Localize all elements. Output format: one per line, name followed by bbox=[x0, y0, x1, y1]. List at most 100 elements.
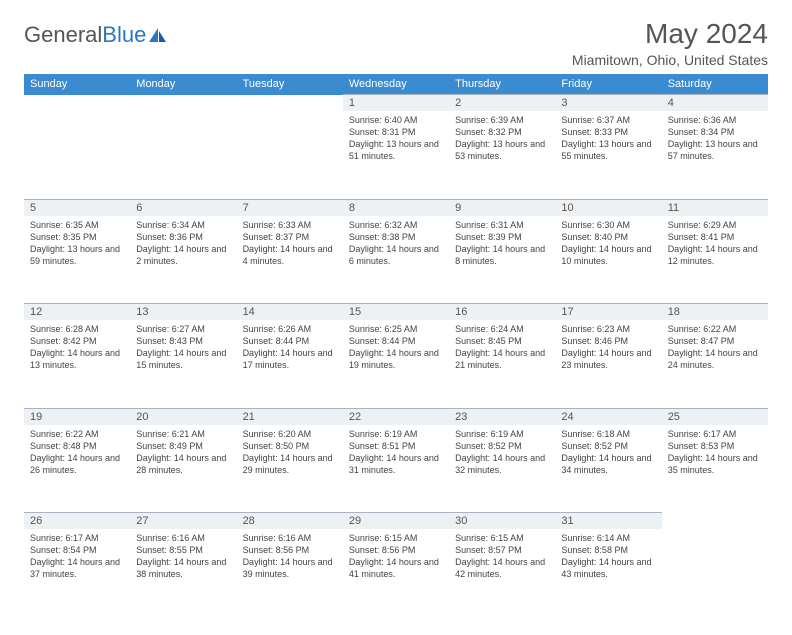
day-line: Sunrise: 6:23 AM bbox=[561, 323, 655, 335]
day-body: Sunrise: 6:23 AMSunset: 8:46 PMDaylight:… bbox=[555, 320, 661, 376]
day-cell: Sunrise: 6:32 AMSunset: 8:38 PMDaylight:… bbox=[343, 216, 449, 304]
day-body bbox=[237, 111, 343, 118]
day-line: Sunset: 8:41 PM bbox=[668, 231, 762, 243]
day-number-cell: 9 bbox=[449, 199, 555, 216]
day-number-cell: 5 bbox=[24, 199, 130, 216]
day-body: Sunrise: 6:22 AMSunset: 8:48 PMDaylight:… bbox=[24, 425, 130, 481]
logo-text-1: General bbox=[24, 22, 102, 48]
day-line: Sunset: 8:54 PM bbox=[30, 544, 124, 556]
daynum-row: 567891011 bbox=[24, 199, 768, 216]
day-line: Daylight: 14 hours and 10 minutes. bbox=[561, 243, 655, 267]
day-cell: Sunrise: 6:20 AMSunset: 8:50 PMDaylight:… bbox=[237, 425, 343, 513]
day-cell: Sunrise: 6:29 AMSunset: 8:41 PMDaylight:… bbox=[662, 216, 768, 304]
day-body bbox=[662, 529, 768, 536]
day-line: Sunrise: 6:19 AM bbox=[455, 428, 549, 440]
day-line: Sunrise: 6:31 AM bbox=[455, 219, 549, 231]
day-line: Sunrise: 6:19 AM bbox=[349, 428, 443, 440]
day-line: Daylight: 14 hours and 28 minutes. bbox=[136, 452, 230, 476]
logo: GeneralBlue bbox=[24, 18, 168, 48]
day-line: Daylight: 14 hours and 35 minutes. bbox=[668, 452, 762, 476]
day-line: Daylight: 14 hours and 19 minutes. bbox=[349, 347, 443, 371]
day-cell: Sunrise: 6:15 AMSunset: 8:57 PMDaylight:… bbox=[449, 529, 555, 617]
day-cell: Sunrise: 6:40 AMSunset: 8:31 PMDaylight:… bbox=[343, 111, 449, 199]
day-number-cell: 25 bbox=[662, 408, 768, 425]
day-line: Sunset: 8:56 PM bbox=[349, 544, 443, 556]
day-number-cell: 30 bbox=[449, 513, 555, 530]
day-line: Daylight: 13 hours and 59 minutes. bbox=[30, 243, 124, 267]
day-number-cell: 14 bbox=[237, 304, 343, 321]
day-body: Sunrise: 6:34 AMSunset: 8:36 PMDaylight:… bbox=[130, 216, 236, 272]
day-body-row: Sunrise: 6:40 AMSunset: 8:31 PMDaylight:… bbox=[24, 111, 768, 199]
day-line: Sunset: 8:32 PM bbox=[455, 126, 549, 138]
day-number-cell: 12 bbox=[24, 304, 130, 321]
day-line: Daylight: 14 hours and 13 minutes. bbox=[30, 347, 124, 371]
day-body: Sunrise: 6:28 AMSunset: 8:42 PMDaylight:… bbox=[24, 320, 130, 376]
day-body-row: Sunrise: 6:35 AMSunset: 8:35 PMDaylight:… bbox=[24, 216, 768, 304]
day-line: Sunrise: 6:33 AM bbox=[243, 219, 337, 231]
day-line: Sunset: 8:50 PM bbox=[243, 440, 337, 452]
day-line: Daylight: 14 hours and 43 minutes. bbox=[561, 556, 655, 580]
day-body: Sunrise: 6:32 AMSunset: 8:38 PMDaylight:… bbox=[343, 216, 449, 272]
day-body: Sunrise: 6:21 AMSunset: 8:49 PMDaylight:… bbox=[130, 425, 236, 481]
day-body: Sunrise: 6:35 AMSunset: 8:35 PMDaylight:… bbox=[24, 216, 130, 272]
day-line: Daylight: 14 hours and 15 minutes. bbox=[136, 347, 230, 371]
day-number-cell: 2 bbox=[449, 95, 555, 112]
day-line: Sunset: 8:31 PM bbox=[349, 126, 443, 138]
day-body: Sunrise: 6:40 AMSunset: 8:31 PMDaylight:… bbox=[343, 111, 449, 167]
day-line: Sunrise: 6:35 AM bbox=[30, 219, 124, 231]
day-header: Sunday bbox=[24, 74, 130, 95]
day-line: Daylight: 13 hours and 53 minutes. bbox=[455, 138, 549, 162]
day-number-cell: 6 bbox=[130, 199, 236, 216]
day-line: Sunrise: 6:27 AM bbox=[136, 323, 230, 335]
day-cell: Sunrise: 6:15 AMSunset: 8:56 PMDaylight:… bbox=[343, 529, 449, 617]
day-number-cell: 7 bbox=[237, 199, 343, 216]
day-cell: Sunrise: 6:26 AMSunset: 8:44 PMDaylight:… bbox=[237, 320, 343, 408]
day-number-cell: 28 bbox=[237, 513, 343, 530]
daynum-row: 1234 bbox=[24, 95, 768, 112]
day-line: Sunrise: 6:39 AM bbox=[455, 114, 549, 126]
day-number-cell: 15 bbox=[343, 304, 449, 321]
day-line: Sunrise: 6:29 AM bbox=[668, 219, 762, 231]
day-line: Daylight: 14 hours and 26 minutes. bbox=[30, 452, 124, 476]
day-line: Sunset: 8:38 PM bbox=[349, 231, 443, 243]
day-body bbox=[24, 111, 130, 118]
day-header-row: Sunday Monday Tuesday Wednesday Thursday… bbox=[24, 74, 768, 95]
day-body: Sunrise: 6:31 AMSunset: 8:39 PMDaylight:… bbox=[449, 216, 555, 272]
day-number-cell bbox=[130, 95, 236, 112]
day-line: Sunset: 8:56 PM bbox=[243, 544, 337, 556]
day-line: Sunset: 8:49 PM bbox=[136, 440, 230, 452]
day-cell: Sunrise: 6:28 AMSunset: 8:42 PMDaylight:… bbox=[24, 320, 130, 408]
day-number-cell: 11 bbox=[662, 199, 768, 216]
day-line: Daylight: 14 hours and 41 minutes. bbox=[349, 556, 443, 580]
day-header: Saturday bbox=[662, 74, 768, 95]
day-body-row: Sunrise: 6:22 AMSunset: 8:48 PMDaylight:… bbox=[24, 425, 768, 513]
day-line: Sunrise: 6:30 AM bbox=[561, 219, 655, 231]
day-cell: Sunrise: 6:25 AMSunset: 8:44 PMDaylight:… bbox=[343, 320, 449, 408]
day-cell: Sunrise: 6:23 AMSunset: 8:46 PMDaylight:… bbox=[555, 320, 661, 408]
day-line: Sunrise: 6:20 AM bbox=[243, 428, 337, 440]
day-number-cell: 21 bbox=[237, 408, 343, 425]
day-cell: Sunrise: 6:14 AMSunset: 8:58 PMDaylight:… bbox=[555, 529, 661, 617]
day-body: Sunrise: 6:39 AMSunset: 8:32 PMDaylight:… bbox=[449, 111, 555, 167]
day-line: Sunrise: 6:24 AM bbox=[455, 323, 549, 335]
day-cell: Sunrise: 6:22 AMSunset: 8:48 PMDaylight:… bbox=[24, 425, 130, 513]
day-body-row: Sunrise: 6:28 AMSunset: 8:42 PMDaylight:… bbox=[24, 320, 768, 408]
day-number-cell: 3 bbox=[555, 95, 661, 112]
day-number-cell bbox=[24, 95, 130, 112]
day-line: Sunset: 8:40 PM bbox=[561, 231, 655, 243]
month-title: May 2024 bbox=[572, 18, 768, 50]
day-line: Daylight: 13 hours and 51 minutes. bbox=[349, 138, 443, 162]
day-line: Daylight: 14 hours and 2 minutes. bbox=[136, 243, 230, 267]
day-cell: Sunrise: 6:37 AMSunset: 8:33 PMDaylight:… bbox=[555, 111, 661, 199]
day-number-cell: 22 bbox=[343, 408, 449, 425]
day-line: Daylight: 14 hours and 39 minutes. bbox=[243, 556, 337, 580]
day-line: Sunset: 8:37 PM bbox=[243, 231, 337, 243]
day-line: Sunrise: 6:15 AM bbox=[349, 532, 443, 544]
sail-icon bbox=[148, 27, 168, 43]
day-cell: Sunrise: 6:39 AMSunset: 8:32 PMDaylight:… bbox=[449, 111, 555, 199]
day-cell: Sunrise: 6:30 AMSunset: 8:40 PMDaylight:… bbox=[555, 216, 661, 304]
day-line: Sunrise: 6:22 AM bbox=[668, 323, 762, 335]
day-number-cell: 26 bbox=[24, 513, 130, 530]
day-header: Friday bbox=[555, 74, 661, 95]
day-body: Sunrise: 6:19 AMSunset: 8:52 PMDaylight:… bbox=[449, 425, 555, 481]
